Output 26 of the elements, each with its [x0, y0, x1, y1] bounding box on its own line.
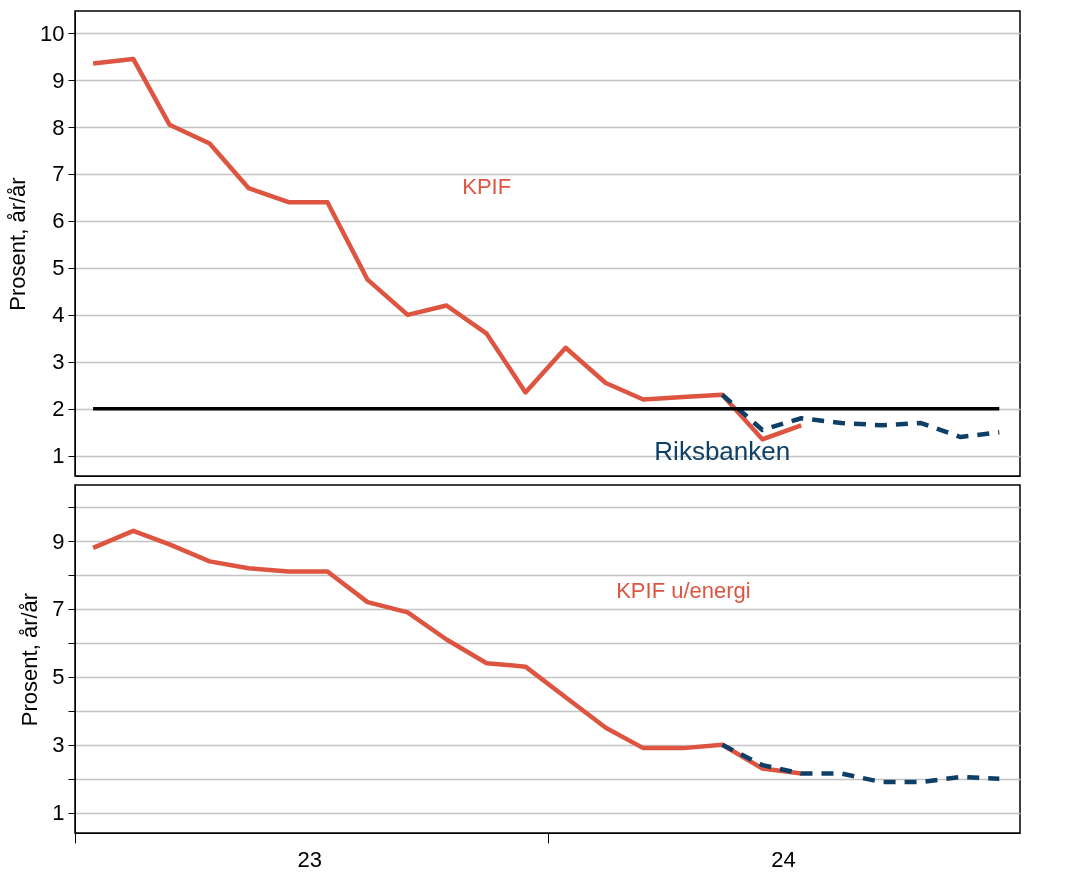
y-tick-label: 7: [52, 161, 65, 187]
y-tick-label: 5: [52, 664, 65, 690]
y-tick-label: 3: [52, 349, 65, 375]
y-tick-label: 10: [40, 20, 65, 46]
text: KPIF u/energi: [616, 578, 751, 604]
line-series: [90, 528, 804, 776]
line-series: [720, 392, 1002, 440]
x-tick-label: 24: [771, 846, 796, 872]
line-series: [90, 56, 804, 442]
series-label: Riksbanken: [654, 435, 791, 466]
y-tick-label: 3: [52, 732, 65, 758]
y-tick-label: 9: [52, 67, 65, 93]
y-axis-title: Prosent, år/år: [17, 592, 43, 727]
y-tick-label: 1: [52, 800, 65, 826]
y-axis-title: Prosent, år/år: [5, 177, 31, 311]
y-tick-label: 4: [52, 302, 65, 328]
text: KPIF: [462, 173, 512, 199]
y-tick-label: 6: [52, 208, 65, 234]
y-tick-label: 1: [52, 443, 65, 469]
line-series: [720, 742, 1002, 785]
x-tick-label: 23: [297, 846, 323, 872]
y-tick-label: 9: [52, 528, 65, 554]
y-tick-label: 8: [52, 114, 65, 140]
y-tick-label: 2: [52, 396, 65, 422]
y-tick-label: 5: [52, 255, 65, 281]
y-tick-label: 7: [52, 596, 65, 622]
